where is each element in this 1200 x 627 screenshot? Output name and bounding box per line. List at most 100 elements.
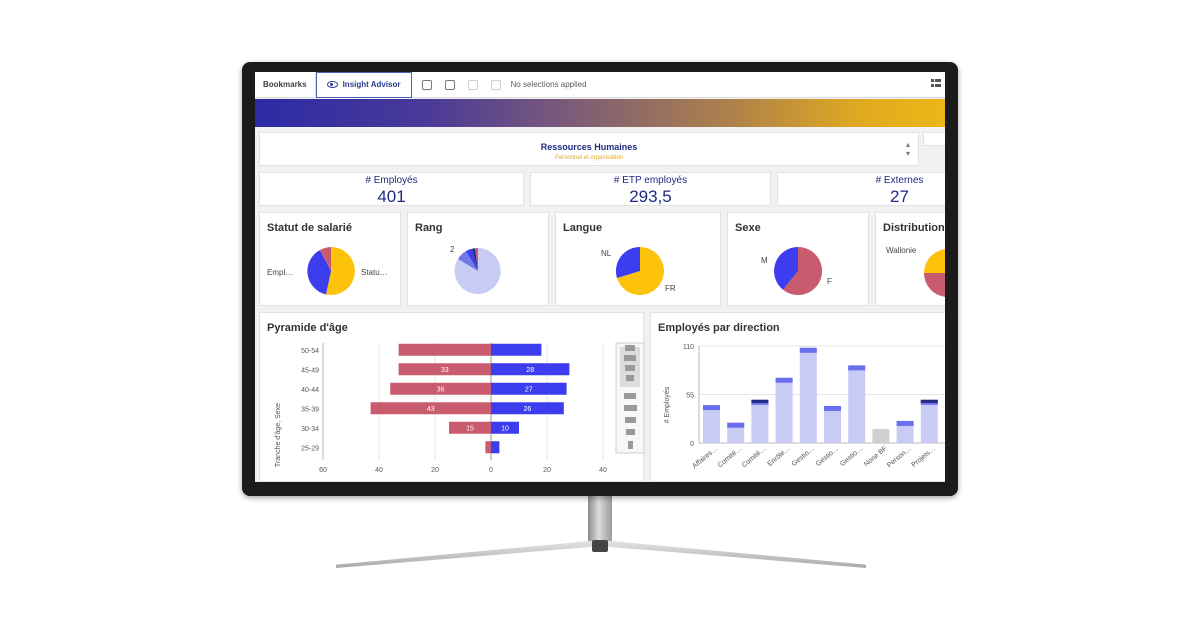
pie-slice[interactable]	[320, 247, 331, 271]
pie-label: M	[761, 256, 768, 265]
data-label: 33	[441, 367, 449, 374]
y-tick-label: 30-34	[301, 426, 319, 433]
pie-slice[interactable]	[617, 247, 664, 295]
pie-card-sexe[interactable]: Sexe M F	[727, 212, 869, 306]
bar-female[interactable]	[370, 402, 491, 415]
step-forward-icon[interactable]	[467, 79, 478, 90]
bar-segment[interactable]	[775, 377, 793, 383]
bar[interactable]	[848, 365, 866, 443]
insight-advisor-icon	[326, 81, 338, 88]
x-tick-label: 20	[431, 467, 439, 474]
data-label: 27	[525, 386, 533, 393]
bar-segment[interactable]	[896, 420, 914, 426]
insight-advisor-button[interactable]: Insight Advisor	[315, 72, 412, 98]
y-tick-label: 0	[690, 441, 694, 448]
bar-female[interactable]	[449, 421, 491, 434]
pie-slice[interactable]	[615, 246, 640, 278]
pie-card-statut[interactable]: Statut de salarié Empl… Statu…	[259, 212, 401, 306]
bar-female[interactable]	[398, 363, 491, 376]
pie-card-distribution[interactable]: Distribution p Wallonie	[875, 212, 945, 306]
monitor-base-left	[336, 540, 600, 568]
x-tick-label: 60	[319, 467, 327, 474]
bar-male[interactable]	[491, 421, 519, 434]
pie-card-rang[interactable]: Rang 2	[407, 212, 549, 306]
pie-slice[interactable]	[774, 247, 798, 290]
bar-segment[interactable]	[703, 405, 720, 411]
bar-male[interactable]	[491, 402, 564, 415]
page-subtitle: Personnel et organisation	[554, 155, 624, 161]
bar[interactable]	[727, 422, 745, 443]
pie-card-langue[interactable]: Langue NL FR	[555, 212, 721, 306]
kpi-label: # Externes	[875, 175, 924, 186]
bar-female[interactable]	[485, 441, 491, 454]
clear-selections-icon[interactable]	[490, 79, 501, 90]
pie-slice[interactable]	[466, 248, 478, 271]
bar-segment[interactable]	[824, 405, 841, 411]
x-tick-label: Gestio…	[839, 445, 864, 468]
x-tick-label: 20	[543, 467, 551, 474]
bar-segment[interactable]	[751, 399, 769, 403]
bar-segment[interactable]	[727, 422, 745, 428]
bar[interactable]	[703, 405, 720, 443]
bar-male[interactable]	[491, 382, 567, 395]
monitor-base-right	[600, 540, 866, 568]
pie-label: F	[827, 277, 832, 286]
bar-male[interactable]	[491, 343, 542, 356]
pie-slice[interactable]	[307, 250, 331, 295]
monitor-neck-cap	[592, 540, 608, 552]
pie-slice[interactable]	[326, 247, 355, 295]
bar-male[interactable]	[491, 363, 570, 376]
pyramid-card[interactable]: Pyramide d'âge Tranche d'âge, Sexe 50-54…	[259, 312, 645, 482]
y-tick-label: 55	[686, 393, 694, 400]
y-tick-label: 110	[683, 344, 694, 351]
bar[interactable]	[799, 347, 817, 443]
toolbar: Bookmarks Insight Advisor No selections …	[255, 72, 945, 98]
bookmarks-button[interactable]: Bookmarks	[255, 72, 316, 98]
chart-title: Statut de salarié	[267, 222, 352, 234]
bar[interactable]	[896, 420, 914, 443]
x-tick-label: Enrôle…	[767, 445, 792, 468]
smart-search-icon[interactable]	[421, 79, 432, 90]
pyramid-chart: Tranche d'âge, Sexe 50-54 45-49 33 28 40-44 3…	[275, 342, 645, 474]
x-tick-label: None BF	[863, 445, 889, 468]
bar-female[interactable]	[398, 343, 491, 356]
pie-slice[interactable]	[783, 246, 823, 295]
data-label: 28	[526, 367, 534, 374]
bar[interactable]	[775, 377, 793, 443]
y-tick-label: 45-49	[301, 367, 319, 374]
bar[interactable]	[824, 405, 841, 443]
grid-menu-icon[interactable]	[931, 79, 941, 89]
direction-card[interactable]: Employés par direction # Employés 0 55 110…	[650, 312, 945, 482]
scroll-arrows-icon[interactable]: ▴ ▾	[905, 140, 910, 158]
bar-segment[interactable]	[848, 365, 866, 371]
title-card: Ressources Humaines Personnel et organis…	[259, 132, 919, 166]
bar-female[interactable]	[390, 382, 491, 395]
y-axis-label: # Employés	[664, 386, 671, 423]
kpi-value: 293,5	[629, 187, 672, 206]
kpi-card-employes[interactable]: # Employés 401	[259, 172, 524, 206]
bar[interactable]	[920, 399, 938, 443]
pie-label: Wallonie	[886, 246, 917, 255]
x-tick-label: Comité…	[741, 445, 768, 469]
pie-slice[interactable]	[454, 248, 501, 294]
data-label: 43	[427, 406, 435, 413]
pie-slice[interactable]	[924, 249, 945, 273]
bar-segment[interactable]	[920, 399, 938, 403]
pie-sexe	[774, 246, 823, 295]
chart-title: Sexe	[735, 222, 761, 234]
kpi-card-etp[interactable]: # ETP employés 293,5	[530, 172, 771, 206]
step-back-icon[interactable]	[444, 79, 455, 90]
bar[interactable]	[872, 428, 890, 443]
pie-slice[interactable]	[475, 248, 478, 271]
chart-title: Distribution p	[883, 222, 945, 234]
pie-slice[interactable]	[924, 273, 945, 297]
bar-male[interactable]	[491, 441, 500, 454]
y-tick-label: 40-44	[301, 387, 319, 394]
pie-slice[interactable]	[472, 248, 478, 271]
kpi-value: 27	[890, 187, 909, 206]
pie-slice[interactable]	[458, 251, 478, 271]
kpi-card-externes[interactable]: # Externes 27	[777, 172, 945, 206]
bar[interactable]	[751, 399, 769, 443]
bar-segment[interactable]	[799, 347, 817, 353]
